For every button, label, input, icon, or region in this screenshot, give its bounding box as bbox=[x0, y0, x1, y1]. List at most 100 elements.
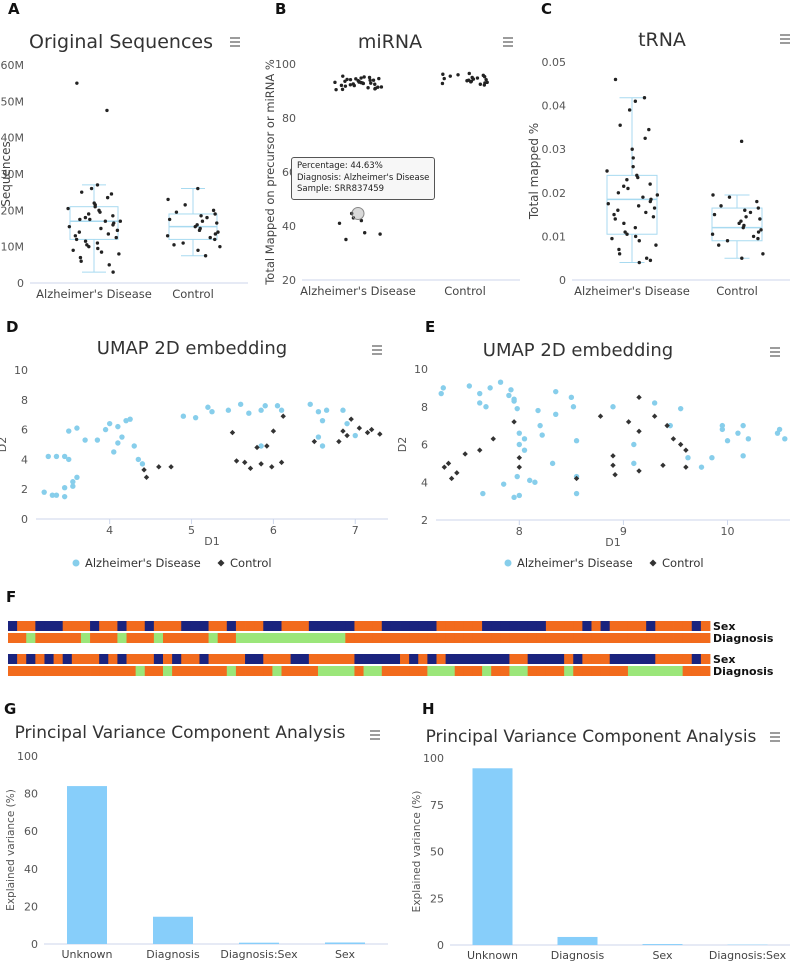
heatmap-cell bbox=[17, 666, 27, 676]
heatmap-cell bbox=[282, 621, 292, 631]
ad-point bbox=[54, 492, 59, 497]
control-point bbox=[598, 413, 603, 418]
heatmap-cell bbox=[254, 666, 264, 676]
ad-point bbox=[631, 461, 636, 466]
data-point bbox=[628, 108, 631, 111]
y-tick-label: 100 bbox=[17, 750, 38, 763]
heatmap-cell bbox=[537, 666, 547, 676]
ad-point bbox=[574, 438, 579, 443]
legend-ad-label[interactable]: Alzheimer's Disease bbox=[517, 556, 633, 570]
ad-point bbox=[324, 408, 329, 413]
legend-control-label[interactable]: Control bbox=[662, 556, 704, 570]
legend-control-marker bbox=[650, 560, 657, 567]
data-point bbox=[84, 216, 87, 219]
heatmap-cell bbox=[446, 666, 456, 676]
hamburger-menu-icon[interactable] bbox=[503, 38, 513, 46]
ad-point bbox=[678, 406, 683, 411]
y-tick-label: 20 bbox=[24, 900, 38, 913]
heatmap-cell bbox=[63, 654, 73, 664]
hamburger-menu-icon[interactable] bbox=[770, 348, 780, 356]
heatmap-cell bbox=[145, 666, 155, 676]
hamburger-menu-icon[interactable] bbox=[230, 38, 240, 46]
ad-point bbox=[553, 412, 558, 417]
data-point bbox=[107, 232, 110, 235]
hamburger-menu-icon[interactable] bbox=[780, 35, 790, 43]
heatmap-cell bbox=[692, 666, 702, 676]
data-point bbox=[634, 100, 637, 103]
heatmap-cell bbox=[692, 633, 702, 643]
data-point bbox=[625, 178, 628, 181]
control-point bbox=[678, 442, 683, 447]
control-point bbox=[144, 475, 149, 480]
heatmap-cell bbox=[163, 621, 173, 631]
panel-label-b: B bbox=[275, 0, 286, 18]
heatmap-cell bbox=[464, 654, 474, 664]
heatmap-cell bbox=[108, 633, 118, 643]
heatmap-cell bbox=[8, 654, 18, 664]
heatmap-cell bbox=[117, 633, 127, 643]
hamburger-menu-icon[interactable] bbox=[372, 346, 382, 354]
heatmap-cell bbox=[427, 633, 437, 643]
data-point bbox=[71, 249, 74, 252]
data-point bbox=[645, 257, 648, 260]
heatmap-cell bbox=[546, 666, 556, 676]
heatmap-cell bbox=[181, 621, 191, 631]
y-tick-label: 40 bbox=[282, 220, 296, 233]
heatmap-cell bbox=[282, 666, 292, 676]
data-point bbox=[359, 81, 362, 84]
heatmap-cell bbox=[591, 654, 601, 664]
ad-point bbox=[279, 408, 284, 413]
heatmap-cell bbox=[300, 621, 310, 631]
heatmap-cell bbox=[637, 633, 647, 643]
data-point bbox=[713, 213, 716, 216]
data-point bbox=[643, 96, 646, 99]
data-point bbox=[656, 193, 659, 196]
heatmap-cell bbox=[373, 621, 383, 631]
ad-point bbox=[631, 442, 636, 447]
heatmap-cell bbox=[664, 621, 674, 631]
ad-point bbox=[258, 408, 263, 413]
data-point bbox=[756, 237, 759, 240]
data-point bbox=[79, 256, 82, 259]
ad-point bbox=[353, 433, 358, 438]
heatmap-cell bbox=[227, 666, 237, 676]
box bbox=[70, 207, 118, 240]
data-point bbox=[376, 86, 379, 89]
heatmap-cell bbox=[509, 666, 519, 676]
y-tick-label: 100 bbox=[423, 752, 444, 765]
heatmap-cell bbox=[564, 666, 574, 676]
x-axis-label: D1 bbox=[605, 536, 620, 549]
ad-point bbox=[66, 428, 71, 433]
data-point bbox=[372, 79, 375, 82]
legend-ad-label[interactable]: Alzheimer's Disease bbox=[85, 556, 201, 570]
heatmap-cell bbox=[674, 633, 684, 643]
legend-control-label[interactable]: Control bbox=[230, 556, 272, 570]
heatmap-row-label: Diagnosis bbox=[713, 632, 774, 645]
heatmap-cell bbox=[236, 654, 246, 664]
heatmap-cell bbox=[272, 654, 282, 664]
ad-point bbox=[517, 493, 522, 498]
heatmap-cell bbox=[318, 633, 328, 643]
heatmap-cell bbox=[199, 621, 209, 631]
ad-point bbox=[238, 402, 243, 407]
heatmap-cell bbox=[172, 633, 182, 643]
heatmap-cell bbox=[418, 654, 428, 664]
hamburger-menu-icon[interactable] bbox=[770, 733, 780, 741]
ad-point bbox=[127, 416, 132, 421]
heatmap-cell bbox=[190, 666, 200, 676]
heatmap-cell bbox=[546, 633, 556, 643]
y-tick-label: 20 bbox=[282, 274, 296, 287]
ad-point bbox=[709, 455, 714, 460]
hamburger-menu-icon[interactable] bbox=[370, 731, 380, 739]
control-point bbox=[636, 429, 641, 434]
panel-label-g: G bbox=[4, 700, 16, 718]
data-point bbox=[78, 230, 81, 233]
data-point bbox=[749, 211, 752, 214]
heatmap-cell bbox=[382, 633, 392, 643]
ad-point bbox=[82, 437, 87, 442]
bar bbox=[67, 786, 107, 944]
heatmap-cell bbox=[646, 621, 656, 631]
data-point bbox=[340, 84, 343, 87]
heatmap-cell bbox=[436, 633, 446, 643]
